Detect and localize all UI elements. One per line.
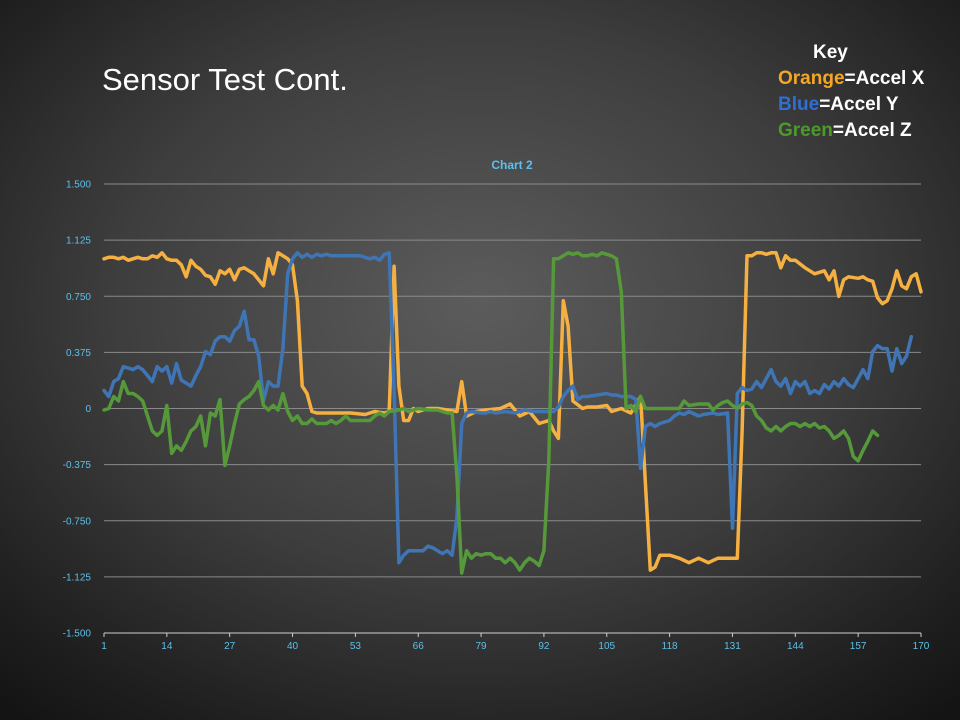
series-lines: [102, 251, 923, 575]
y-tick-label: -0.750: [63, 516, 92, 527]
x-tick-label: 14: [161, 641, 173, 652]
y-tick-label: 1.500: [66, 180, 91, 191]
key-item-accel-y: Blue=Accel Y: [778, 92, 924, 118]
x-tick-label: 118: [662, 641, 678, 652]
key-item-accel-z: Green=Accel Z: [778, 118, 924, 144]
x-tick-label: 131: [724, 641, 741, 652]
x-tick-label: 66: [413, 641, 425, 652]
x-tick-label: 40: [287, 641, 299, 652]
key-label: =Accel X: [844, 68, 925, 89]
x-tick-label: 92: [538, 641, 550, 652]
x-tick-label: 53: [350, 641, 362, 652]
chart-title: Chart 2: [491, 158, 533, 172]
x-tick-label: 170: [913, 641, 930, 652]
x-tick-label: 157: [850, 641, 867, 652]
slide-title: Sensor Test Cont.: [102, 62, 348, 97]
y-tick-label: -1.500: [63, 629, 92, 640]
x-tick-label: 105: [598, 641, 615, 652]
y-tick-label: 0.375: [66, 348, 91, 359]
y-tick-label: 0.750: [66, 292, 91, 303]
x-tick-label: 79: [476, 641, 488, 652]
key-color-word: Orange: [778, 68, 845, 89]
series-line-accel-y: [102, 251, 914, 565]
y-tick-label: -0.375: [63, 460, 92, 471]
x-axis-ticks: 1 14 27 40 53 66 79 92 105 118 131 144 157 170: [101, 633, 930, 652]
y-axis-ticks: 1.500 1.125 0.750 0.375 0 -0.375 -0.750 -1.125 -…: [63, 180, 92, 640]
key-color-word: Blue: [778, 94, 820, 115]
x-tick-label: 1: [101, 641, 107, 652]
key-color-word: Green: [778, 120, 833, 141]
x-tick-label: 27: [224, 641, 236, 652]
color-key: Key Orange=Accel X Blue=Accel Y Green=Ac…: [778, 40, 924, 144]
x-tick-label: 144: [787, 641, 804, 652]
y-tick-label: -1.125: [63, 572, 92, 583]
grid-lines: [104, 183, 921, 634]
y-tick-label: 0: [85, 404, 91, 415]
series-line-accel-x: [102, 251, 923, 572]
key-label: =Accel Y: [819, 94, 899, 115]
key-item-accel-x: Orange=Accel X: [778, 66, 924, 92]
key-label: =Accel Z: [832, 120, 912, 141]
key-title: Key: [813, 42, 848, 63]
y-tick-label: 1.125: [66, 236, 91, 247]
series-line-accel-z: [102, 251, 880, 575]
